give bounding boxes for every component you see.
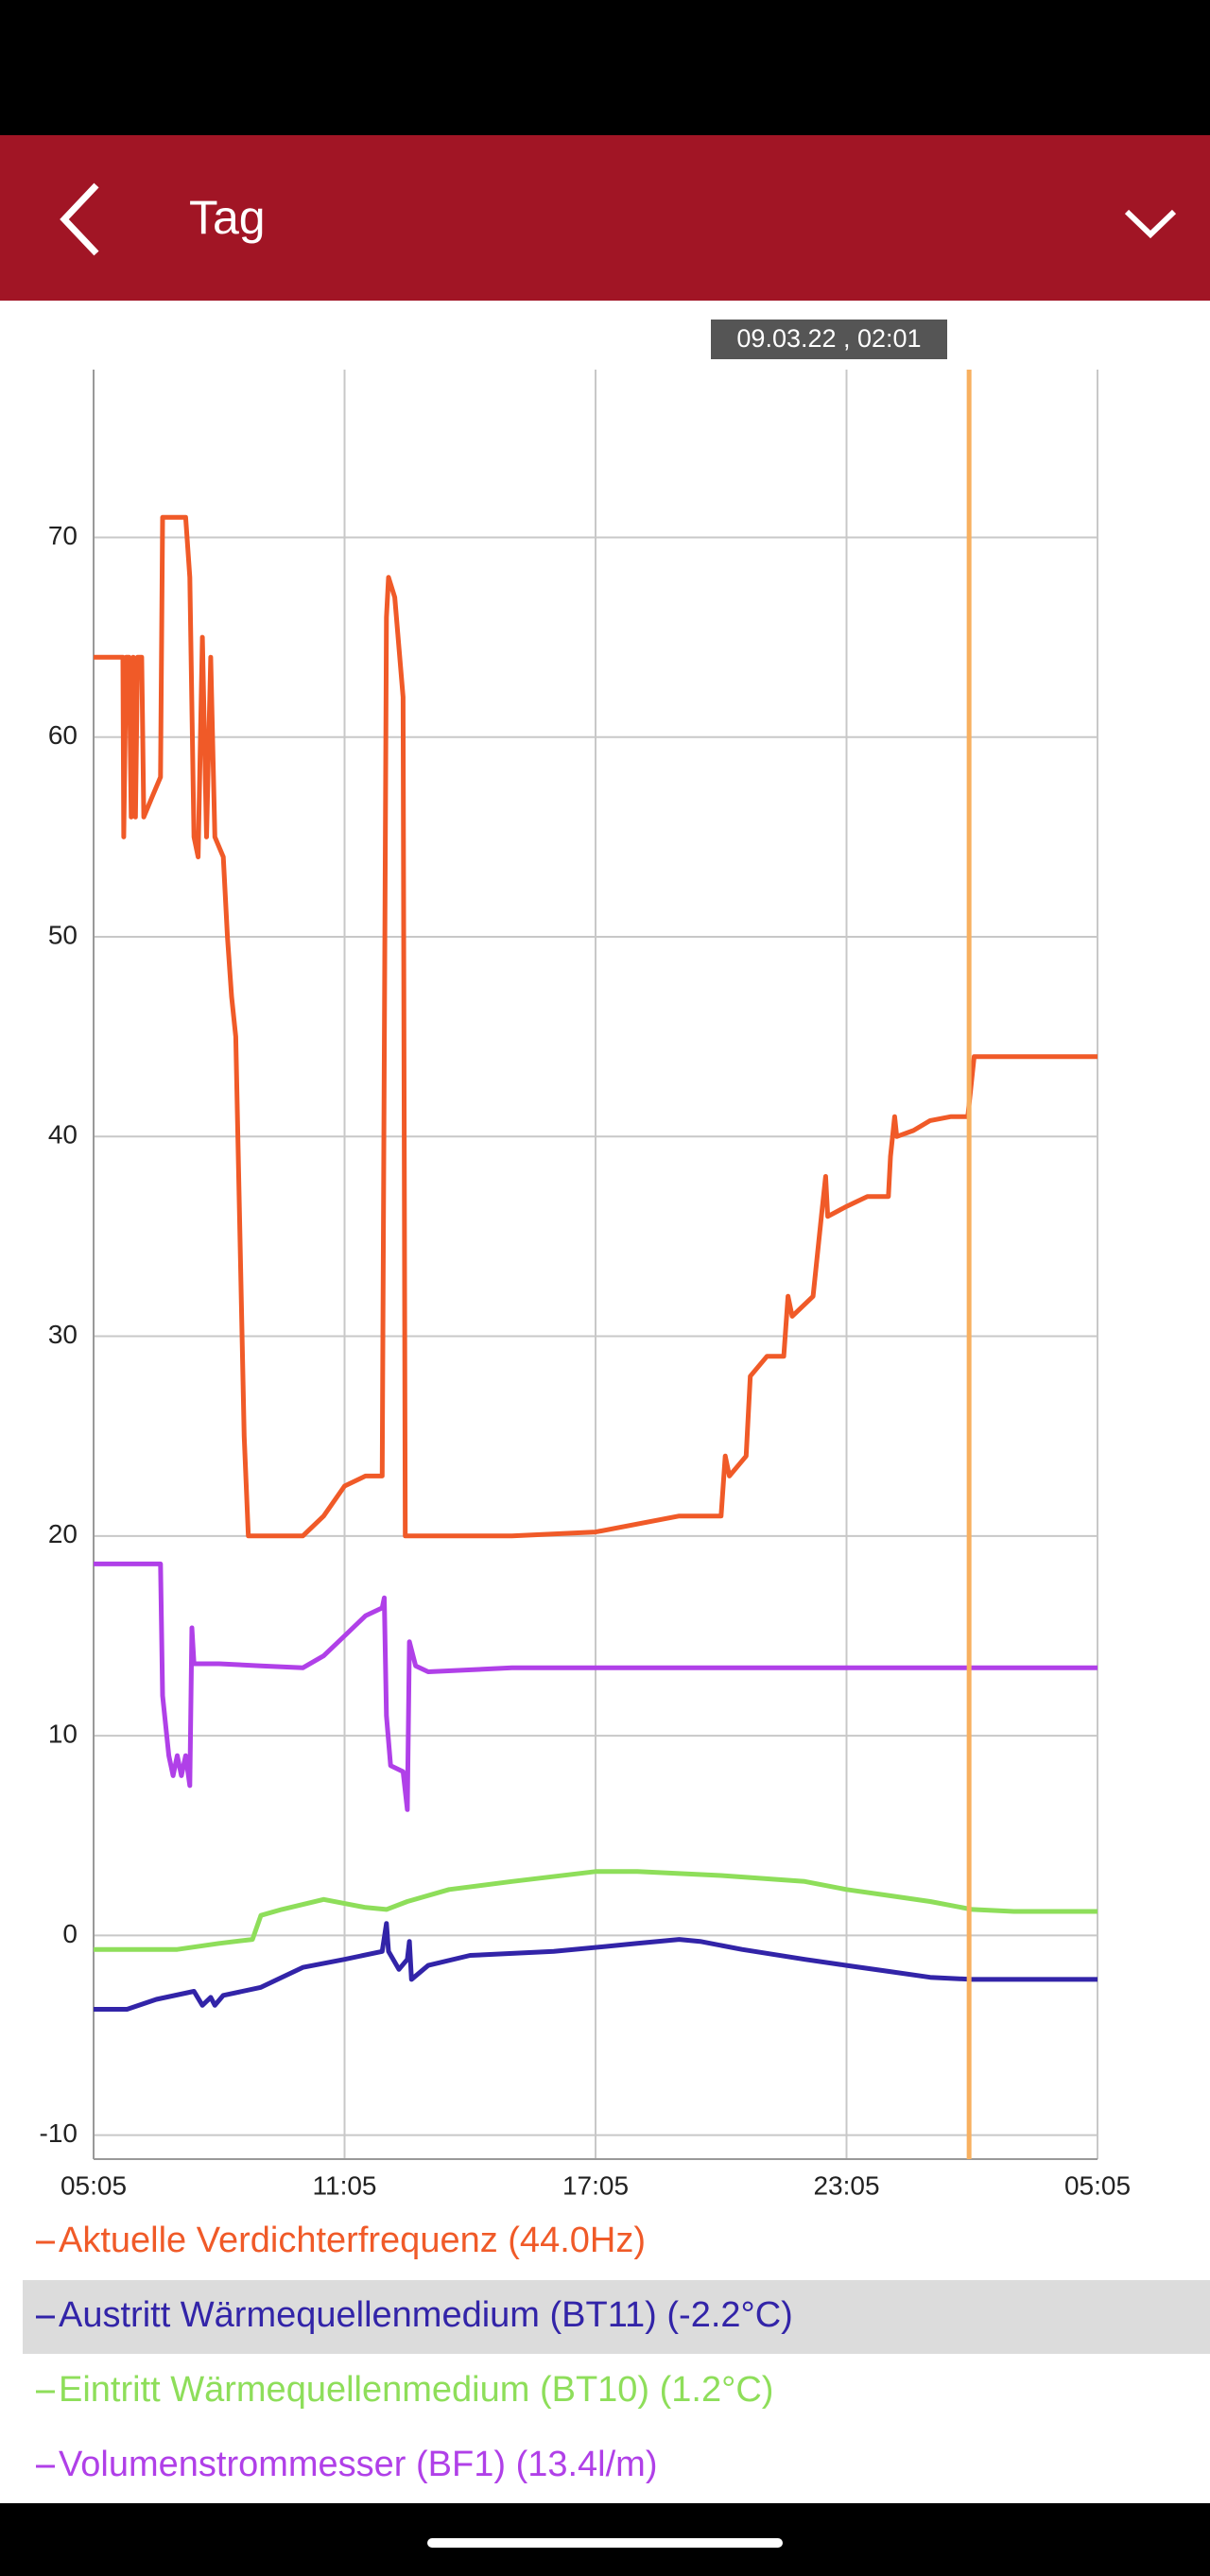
back-button[interactable]	[60, 182, 99, 256]
x-tick-label: 11:05	[313, 2170, 377, 2200]
dropdown-button[interactable]	[1124, 209, 1177, 239]
y-tick-label: 20	[48, 1519, 78, 1548]
home-indicator[interactable]	[427, 2538, 783, 2548]
series-line	[94, 1561, 1098, 1812]
status-bar	[0, 0, 1210, 135]
legend-entry: Aktuelle Verdichterfrequenz (44.0Hz)	[59, 2221, 646, 2260]
x-tick-label: 17:05	[562, 2170, 629, 2200]
chart: -10 0 10 20 30 40 50 60 70 05:05 11:05 17:05 23:05 05…	[36, 320, 1131, 2484]
app-bar	[0, 135, 1210, 301]
y-tick-label: 70	[48, 521, 78, 550]
x-tick-label: 05:05	[60, 2170, 127, 2200]
cursor-label: 09.03.22 , 02:01	[736, 324, 921, 353]
legend-entry: Volumenstrommesser (BF1) (13.4l/m)	[59, 2445, 658, 2484]
legend-entry: Eintritt Wärmequellenmedium (BT10) (1.2°…	[59, 2370, 773, 2410]
cursor-label-bg	[711, 320, 947, 359]
page-title: Tag	[189, 191, 266, 244]
x-tick-label: 05:05	[1064, 2170, 1131, 2200]
series-line	[94, 514, 1098, 1539]
y-tick-label: 0	[62, 1919, 78, 1948]
series-line	[94, 1921, 1098, 2012]
y-tick-label: 10	[48, 1719, 78, 1748]
y-tick-label: 50	[48, 920, 78, 949]
y-tick-label: 30	[48, 1320, 78, 1349]
y-tick-label: -10	[40, 2118, 78, 2148]
legend-entry: Austritt Wärmequellenmedium (BT11) (-2.2…	[59, 2295, 793, 2335]
series-line	[94, 1869, 1098, 1952]
y-tick-label: 40	[48, 1120, 78, 1150]
x-tick-label: 23:05	[813, 2170, 879, 2200]
legend-highlight	[23, 2280, 1210, 2354]
y-tick-label: 60	[48, 720, 78, 750]
